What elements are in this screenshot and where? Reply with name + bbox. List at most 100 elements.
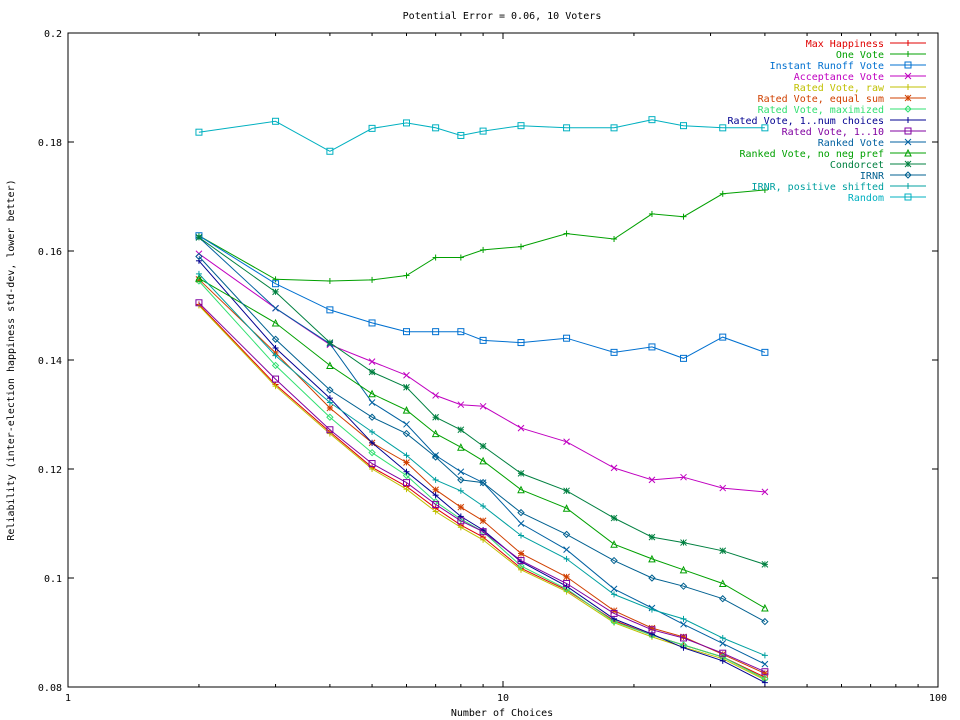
legend-label: Ranked Vote [818, 138, 884, 149]
data-point [432, 486, 439, 494]
data-point [563, 579, 571, 587]
legend-item: Rated Vote, equal sum [758, 94, 926, 105]
data-point [719, 640, 727, 647]
data-point [368, 368, 376, 376]
data-point [368, 319, 376, 327]
series-12 [195, 252, 769, 626]
data-point [517, 550, 525, 557]
legend-item: Max Happiness [806, 39, 926, 50]
series-10 [195, 274, 769, 612]
data-point [402, 471, 411, 480]
series-3 [195, 250, 769, 496]
data-point [368, 460, 376, 468]
data-point [648, 606, 655, 613]
series-line [198, 256, 766, 623]
legend-item: Rated Vote, maximized [758, 105, 926, 116]
data-point [403, 371, 410, 379]
data-point [326, 386, 334, 394]
legend-label: Instant Runoff Vote [770, 61, 884, 72]
data-point [457, 443, 465, 451]
data-point [719, 190, 726, 197]
series-8 [195, 299, 769, 676]
y-tick-label: 0.1 [44, 574, 62, 585]
legend-label: Condorcet [830, 160, 884, 171]
legend-marker [904, 160, 912, 168]
data-point [457, 468, 465, 476]
series-14 [195, 116, 769, 155]
data-point [326, 306, 334, 314]
legend-marker [905, 40, 911, 46]
data-point [369, 276, 376, 283]
data-point [517, 424, 525, 432]
legend-label: Max Happiness [806, 39, 884, 50]
legend-item: IRNR [860, 171, 926, 182]
data-point [368, 448, 376, 457]
data-point [272, 383, 279, 390]
data-point [761, 679, 768, 686]
data-point [479, 402, 487, 410]
legend-marker [905, 117, 911, 123]
data-point [680, 213, 687, 220]
data-point [761, 186, 768, 193]
legend-label: Acceptance Vote [794, 72, 884, 83]
data-point [648, 626, 656, 634]
legend-item: Random [848, 193, 926, 204]
legend-item: Instant Runoff Vote [770, 61, 926, 72]
data-point [480, 536, 487, 543]
data-point [611, 236, 618, 243]
data-point [402, 119, 410, 127]
series-13 [195, 270, 768, 659]
data-point [518, 566, 525, 573]
series-11 [195, 234, 769, 568]
data-point [648, 116, 656, 124]
x-axis: 1 10 100 [65, 33, 947, 704]
data-point [562, 504, 571, 512]
y-tick-label: 0.14 [38, 356, 62, 367]
legend-label: Rated Vote, 1..10 [782, 127, 884, 138]
data-point [679, 565, 688, 574]
data-point [195, 252, 203, 261]
data-point [517, 562, 525, 570]
data-point [479, 528, 487, 536]
data-point [432, 413, 439, 421]
series-line [198, 278, 766, 674]
data-point [479, 456, 487, 465]
data-point [272, 117, 280, 125]
data-point [648, 210, 655, 217]
data-point [195, 270, 202, 277]
data-point [326, 277, 333, 284]
data-point [326, 339, 334, 346]
y-tick-label: 0.16 [38, 247, 62, 258]
series-line [198, 273, 766, 656]
series-5 [195, 275, 769, 677]
data-point [648, 343, 656, 351]
legend-item: Rated Vote, raw [794, 83, 926, 94]
legend-item: Ranked Vote, no neg pref [740, 148, 926, 160]
data-point [457, 328, 465, 336]
data-point [517, 508, 525, 517]
legend-label: Rated Vote, equal sum [758, 94, 884, 105]
data-point [326, 399, 333, 406]
data-point [719, 649, 727, 657]
legend-marker [904, 72, 912, 80]
data-point [272, 276, 279, 283]
data-point [432, 124, 440, 132]
legend-marker [904, 148, 912, 157]
data-point [402, 479, 410, 487]
series-line [198, 236, 766, 565]
data-point [457, 513, 464, 520]
legend-item: Rated Vote, 1..num choices [727, 116, 926, 127]
data-point [326, 413, 334, 421]
data-point [563, 546, 570, 554]
y-axis: 0.08 0.1 0.12 0.14 0.16 0.18 0.2 [38, 29, 938, 694]
legend-marker [905, 183, 911, 189]
data-point [369, 428, 376, 435]
data-point [761, 652, 768, 659]
data-point [610, 514, 618, 522]
data-point [517, 339, 525, 347]
data-point [648, 533, 656, 541]
data-point [648, 631, 655, 638]
data-point [680, 620, 687, 628]
data-point [271, 335, 280, 343]
data-point [272, 280, 280, 288]
